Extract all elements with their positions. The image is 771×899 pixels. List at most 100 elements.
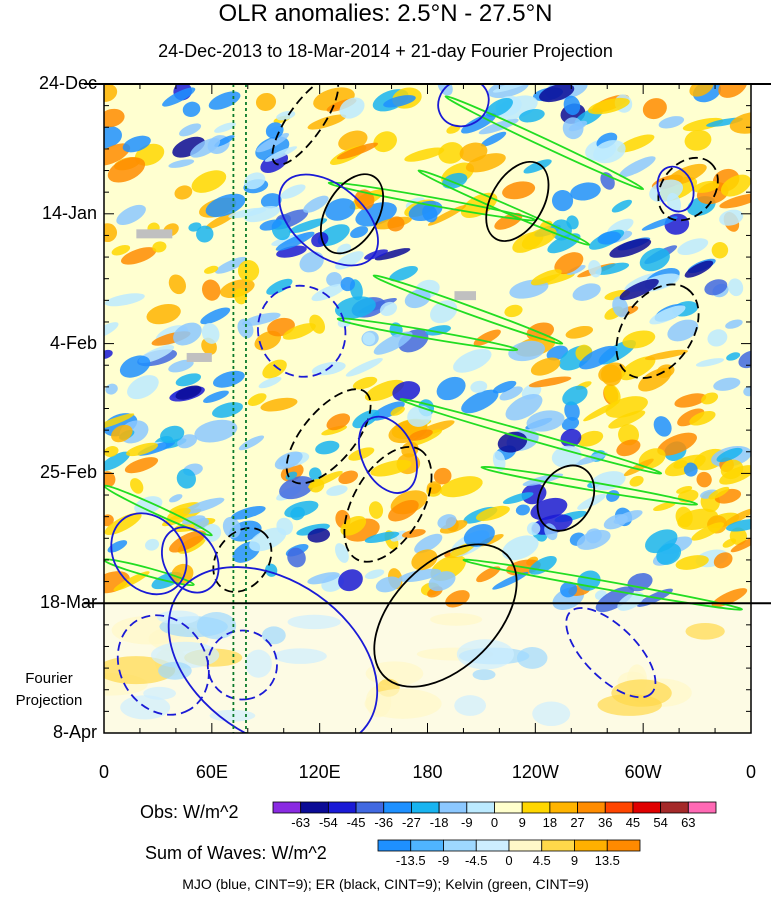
mjo-contour (437, 84, 490, 128)
mjo-contour (278, 173, 379, 267)
kelvin-contour (444, 95, 645, 191)
er-contour (657, 156, 719, 222)
waves-colorbar-label: -13.5 (395, 853, 426, 868)
waves-colorbar-swatch (574, 839, 608, 852)
obs-colorbar-swatch (687, 801, 717, 814)
waves-colorbar-label: 13.5 (594, 853, 620, 868)
x-tick-label: 60W (624, 762, 662, 782)
missing-data-bar (454, 291, 477, 301)
obs-colorbar-label: -36 (374, 815, 394, 830)
obs-colorbar-label: 54 (653, 815, 668, 830)
obs-colorbar-label: 18 (542, 815, 558, 830)
plot-field (104, 84, 751, 733)
obs-colorbar-swatch (521, 801, 551, 814)
waves-colorbar-label: 9 (570, 853, 579, 868)
mjo-contour (565, 607, 657, 699)
waves-colorbar-title: Sum of Waves: W/m^2 (145, 843, 327, 863)
kelvin-contours (104, 95, 743, 611)
obs-colorbar-swatch (355, 801, 385, 814)
mjo-contour (116, 614, 210, 716)
mjo-contour (110, 512, 188, 596)
er-contour (343, 445, 433, 563)
waves-colorbar-swatch (541, 839, 575, 852)
kelvin-contour (399, 398, 663, 475)
mjo-contour (161, 526, 220, 594)
x-tick-label: 0 (745, 762, 757, 782)
obs-colorbar-swatch (660, 801, 689, 814)
obs-colorbar-swatch (383, 801, 412, 814)
mjo-contour (206, 629, 278, 701)
er-contour (285, 388, 372, 485)
waves-colorbar-swatch (443, 839, 477, 852)
obs-colorbar-label: -18 (429, 815, 449, 830)
mjo-contour (167, 566, 379, 733)
waves-colorbar (377, 839, 641, 852)
obs-colorbar-label: 27 (570, 815, 585, 830)
obs-colorbar-swatch (632, 801, 662, 814)
x-tick-label: 120E (298, 762, 341, 782)
obs-colorbar-label: -27 (402, 815, 421, 830)
waves-colorbar-label: 0 (505, 853, 513, 868)
x-tick-label: 180 (412, 762, 443, 782)
mjo-contour (257, 284, 347, 378)
er-contour (485, 160, 550, 242)
obs-colorbar-label: 45 (625, 815, 641, 830)
obs-colorbar-label: 0 (490, 815, 499, 830)
mjo-contours (110, 84, 695, 733)
obs-colorbar-swatch (577, 801, 606, 814)
er-contour (373, 543, 518, 688)
obs-colorbar-label: 36 (598, 815, 613, 830)
x-tick-label: 0 (98, 762, 110, 782)
obs-colorbar-label: 63 (681, 815, 696, 830)
waves-colorbar-label: -9 (437, 853, 450, 868)
x-tick-label: 120W (511, 762, 559, 782)
missing-data-bar (186, 352, 212, 362)
mjo-contour (656, 165, 695, 213)
obs-colorbar-swatch (300, 801, 329, 814)
chart-title: OLR anomalies: 2.5°N - 27.5°N (218, 0, 553, 27)
waves-colorbar-swatch (606, 839, 641, 852)
waves-colorbar-label: 4.5 (532, 853, 551, 868)
contour-legend: MJO (blue, CINT=9); ER (black, CINT=9); … (182, 876, 589, 892)
y-tick-label: 24-Dec (38, 73, 97, 93)
er-contour (271, 84, 340, 166)
waves-colorbar-swatch (475, 839, 510, 852)
obs-colorbar-label: -63 (291, 815, 311, 830)
obs-colorbar-swatch (494, 801, 523, 814)
obs-colorbar-label: -54 (318, 815, 338, 830)
axis-ticks (103, 83, 752, 734)
projection-label: Fourier Projection (10, 668, 88, 712)
er-contours (212, 84, 719, 688)
kelvin-contour (372, 274, 564, 345)
x-tick-label: 60E (195, 762, 228, 782)
kelvin-contour (104, 558, 195, 587)
obs-colorbar-label: 9 (518, 815, 526, 830)
chart-subtitle: 24-Dec-2013 to 18-Mar-2014 + 21-day Four… (158, 41, 613, 61)
waves-colorbar-label: -4.5 (465, 853, 488, 868)
kelvin-contour (336, 317, 519, 352)
obs-colorbar-title: Obs: W/m^2 (140, 802, 239, 822)
obs-colorbar-swatch (466, 801, 495, 814)
obs-colorbar-swatch (272, 801, 302, 814)
mjo-contour (358, 415, 418, 494)
obs-colorbar-swatch (438, 801, 468, 814)
y-tick-label: 8-Apr (52, 722, 97, 742)
waves-colorbar-swatch (377, 839, 412, 852)
y-tick-label: 25-Feb (39, 462, 97, 483)
obs-colorbar-swatch (327, 801, 357, 814)
obs-colorbar-swatch (549, 801, 578, 814)
obs-colorbar-swatch (411, 801, 440, 814)
er-contour (615, 283, 700, 379)
obs-colorbar-label: -45 (346, 815, 366, 830)
obs-colorbar-label: -9 (461, 815, 473, 830)
projection-label-line1: Fourier (25, 670, 73, 687)
projection-label-line2: Projection (15, 692, 83, 709)
obs-colorbar (272, 801, 717, 814)
er-contour (212, 527, 273, 593)
kelvin-contour (462, 558, 743, 611)
obs-colorbar-swatch (604, 801, 634, 814)
missing-data-bar (136, 229, 173, 239)
waves-colorbar-swatch (508, 839, 543, 852)
waves-colorbar-swatch (410, 839, 444, 852)
